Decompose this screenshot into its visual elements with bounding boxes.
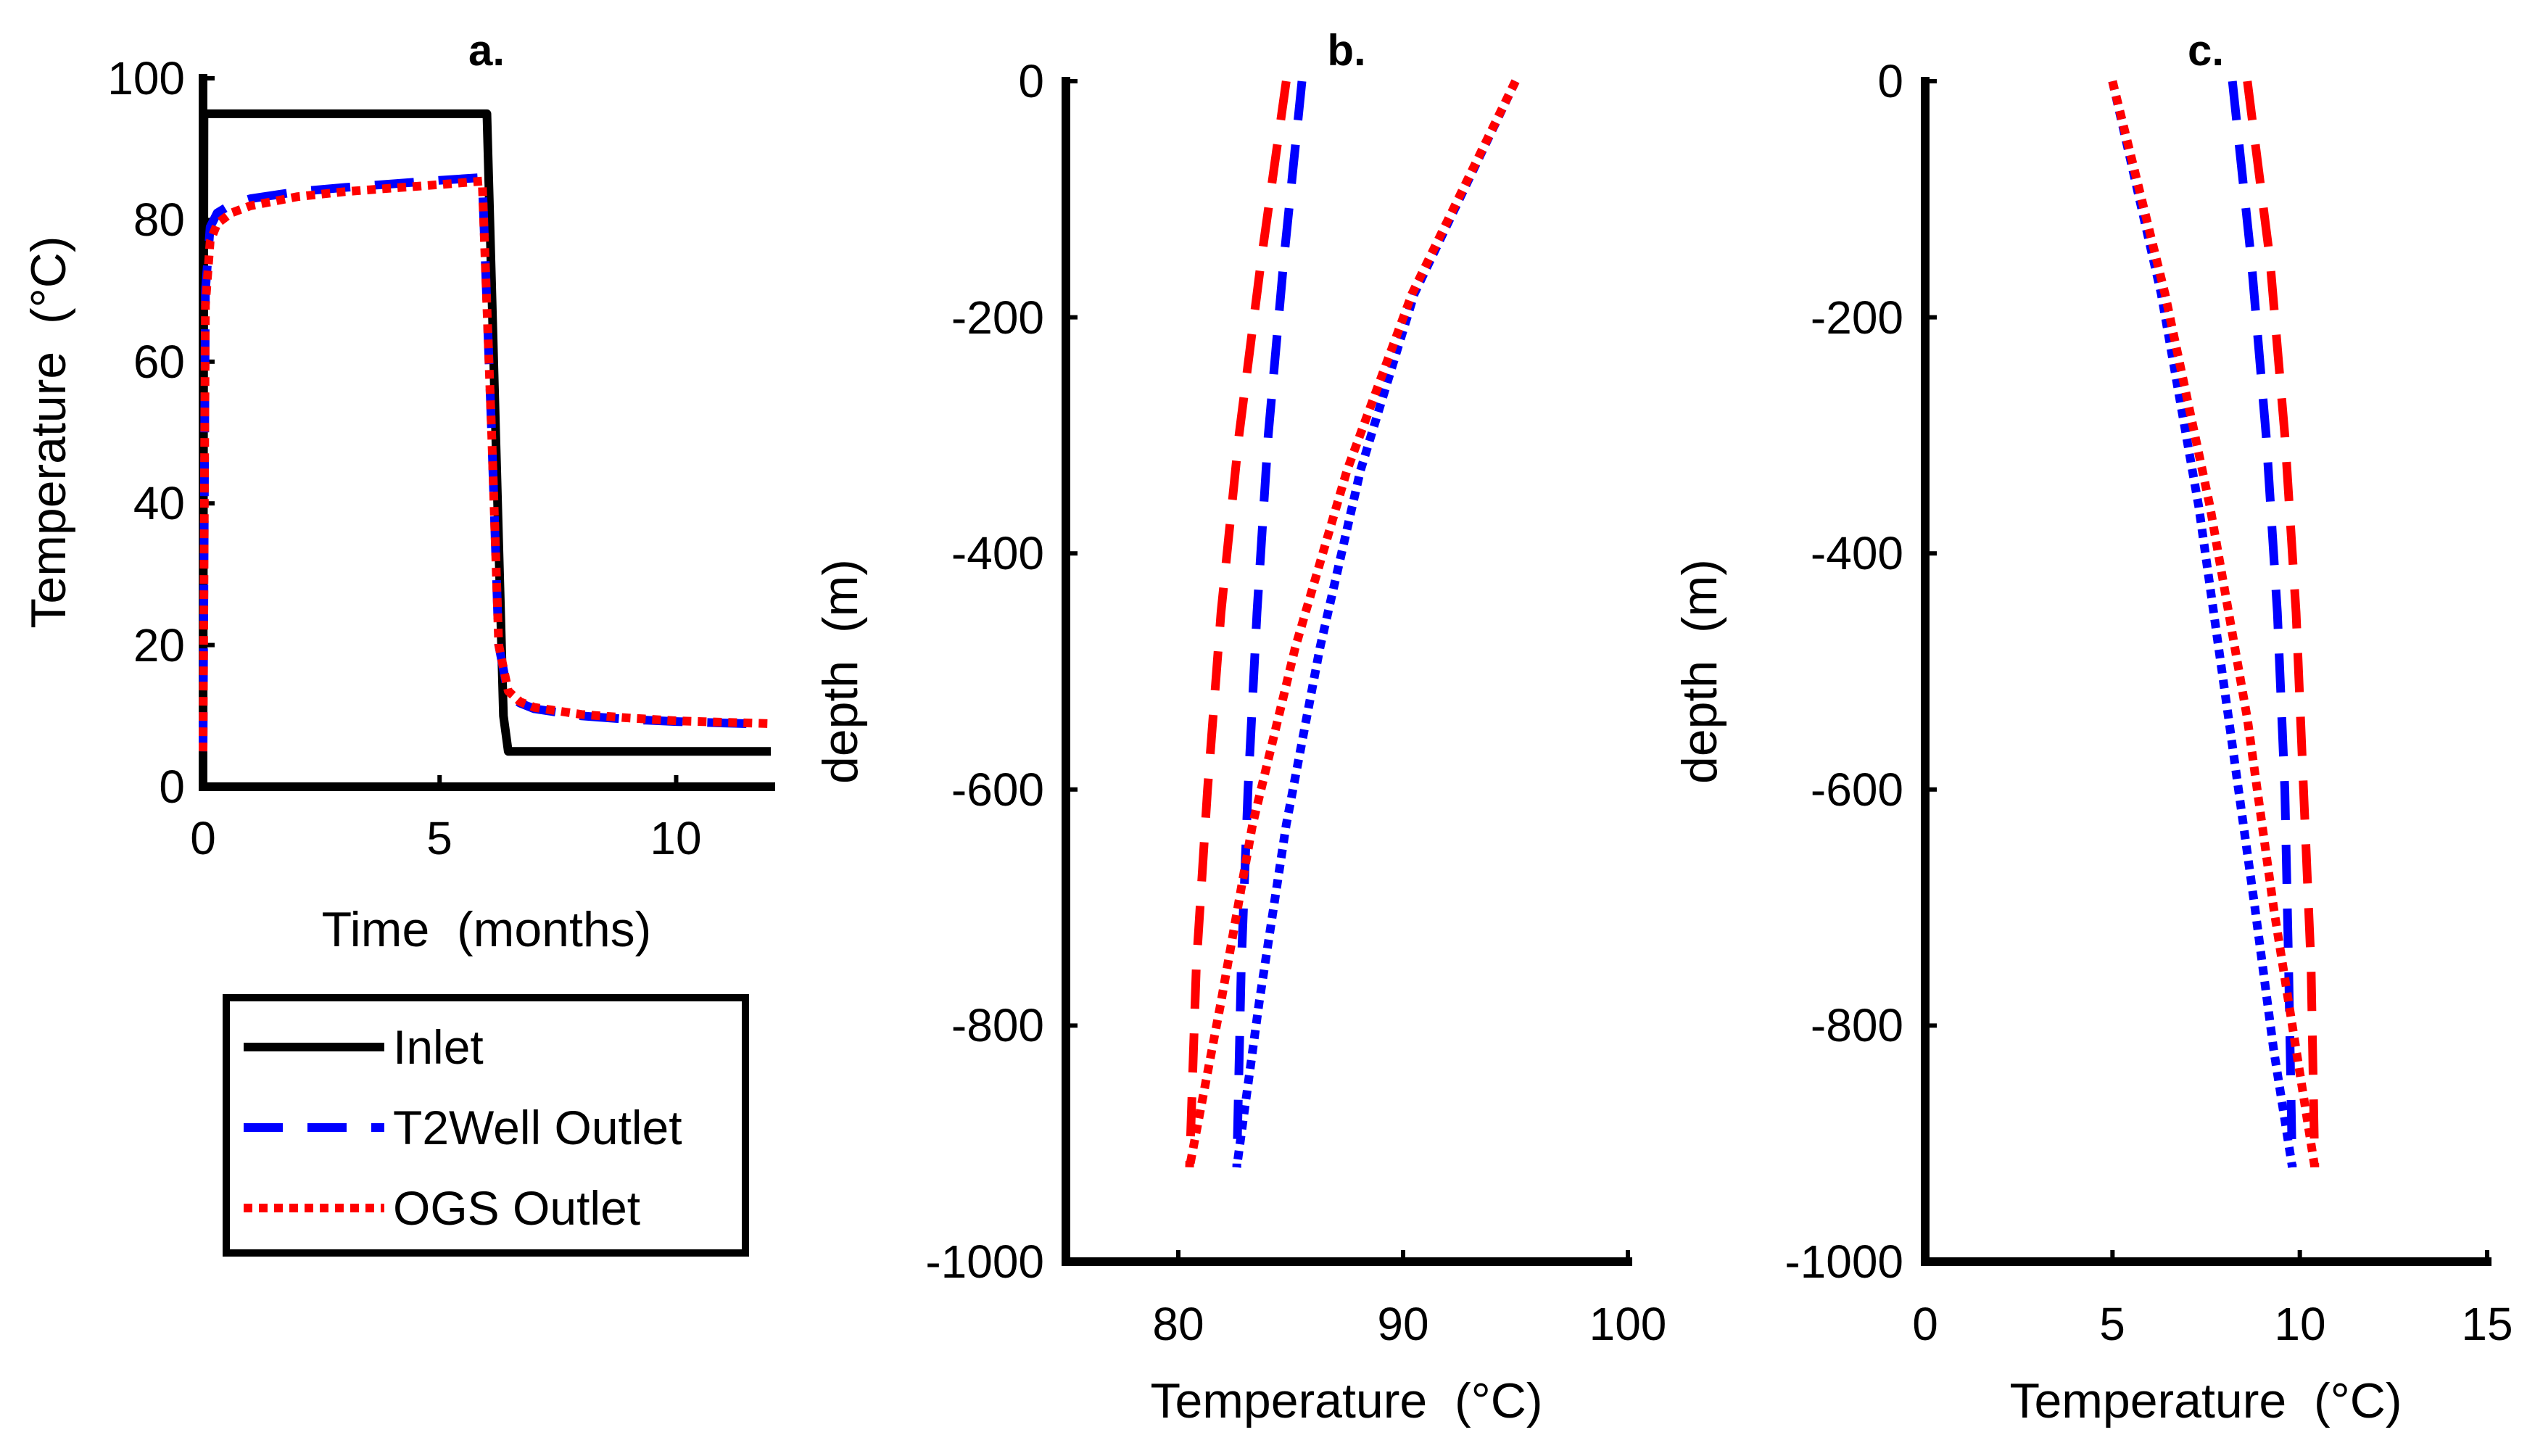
panel-a-time-series: 0 20 40 60 80 100 0 5 10 Time (months) T…: [21, 26, 775, 957]
panel-c-series-ogs-outflow: [2108, 80, 2320, 1168]
panel-b-series-t2well-inflow: [1232, 80, 1307, 1167]
panel-b-ylabel: depth (m): [813, 559, 868, 784]
panel-c-axes: [1921, 77, 2491, 1266]
panel-c-ytick-label: 0: [1877, 55, 1903, 107]
legend-label-t2well: T2Well Outlet: [393, 1101, 682, 1154]
panel-c-xtick-label: 10: [2274, 1298, 2325, 1350]
panel-a-series-ogs-outlet: [199, 176, 772, 752]
panel-c-series-ogs-inflow: [2243, 80, 2320, 1167]
legend: Inlet T2Well Outlet OGS Outlet: [223, 994, 749, 1257]
panel-c-ytick-label: -400: [1811, 527, 1903, 579]
panel-b-xtick-label: 80: [1152, 1298, 1204, 1350]
panel-b-ytick-label: -1000: [925, 1236, 1044, 1288]
panel-b-series-t2well-outflow: [1232, 79, 1520, 1168]
panel-c-depth-profile: -1000 -800 -600 -400 -200 0 0 5 10 15 Te…: [1672, 26, 2513, 1428]
panel-b-ytick-label: -600: [951, 764, 1044, 816]
panel-a-xtick-label: 5: [426, 812, 452, 864]
panel-c-ylabel: depth (m): [1672, 559, 1727, 784]
panel-c-series: [2108, 80, 2320, 1168]
panel-a-ytick-label: 0: [159, 761, 185, 813]
panel-b-ytick-label: -800: [951, 999, 1044, 1051]
panel-c-ytick-label: -600: [1811, 764, 1903, 816]
panel-a-series: [199, 109, 772, 756]
panel-c-ytick-label: -1000: [1785, 1236, 1903, 1288]
panel-c-xtick-label: 5: [2099, 1298, 2125, 1350]
legend-label-ogs: OGS Outlet: [393, 1181, 640, 1235]
panel-a-ytick-label: 20: [133, 619, 185, 671]
panel-a-ytick-label: 80: [133, 194, 185, 246]
panel-b-xlabel: Temperature (°C): [1150, 1373, 1542, 1428]
panel-a-ytick-label: 40: [133, 477, 185, 529]
panel-a-xtick-label: 10: [650, 812, 701, 864]
panel-a-xlabel: Time (months): [322, 902, 652, 957]
panel-a-xtick-label: 0: [190, 812, 216, 864]
panel-c-ytick-label: -200: [1811, 291, 1903, 344]
panel-b-title: b.: [1327, 26, 1365, 75]
panel-c-ytick-label: -800: [1811, 999, 1903, 1051]
legend-label-inlet: Inlet: [393, 1020, 484, 1074]
panel-b-xtick-label: 90: [1377, 1298, 1428, 1350]
panel-b-series: [1185, 79, 1520, 1168]
panel-b-ytick-label: -400: [951, 527, 1044, 579]
panel-b-axes: [1062, 77, 1632, 1266]
panel-b-ytick-label: -200: [951, 291, 1044, 344]
panel-c-xtick-label: 0: [1912, 1298, 1938, 1350]
panel-c-xlabel: Temperature (°C): [2009, 1373, 2402, 1428]
panel-b-series-ogs-inflow: [1185, 80, 1291, 1168]
panel-a-ylabel: Temperature (°C): [21, 236, 76, 628]
panel-a-ytick-label: 100: [107, 52, 185, 104]
panel-c-xtick-label: 15: [2461, 1298, 2513, 1350]
panel-b-xtick-label: 100: [1589, 1298, 1667, 1350]
panel-c-ticks: [1923, 79, 2489, 1264]
panel-c-series-t2well-inflow: [2228, 80, 2297, 1167]
panel-a-title: a.: [468, 26, 505, 75]
panel-b-depth-profile: -1000 -800 -600 -400 -200 0 80 90 100 Te…: [813, 26, 1666, 1428]
panel-a-ytick-label: 60: [133, 336, 185, 388]
panel-c-title: c.: [2188, 26, 2224, 75]
panel-b-series-ogs-outflow: [1185, 79, 1520, 1168]
panel-b-ticks: [1066, 79, 1630, 1264]
panel-b-ytick-label: 0: [1018, 55, 1044, 107]
